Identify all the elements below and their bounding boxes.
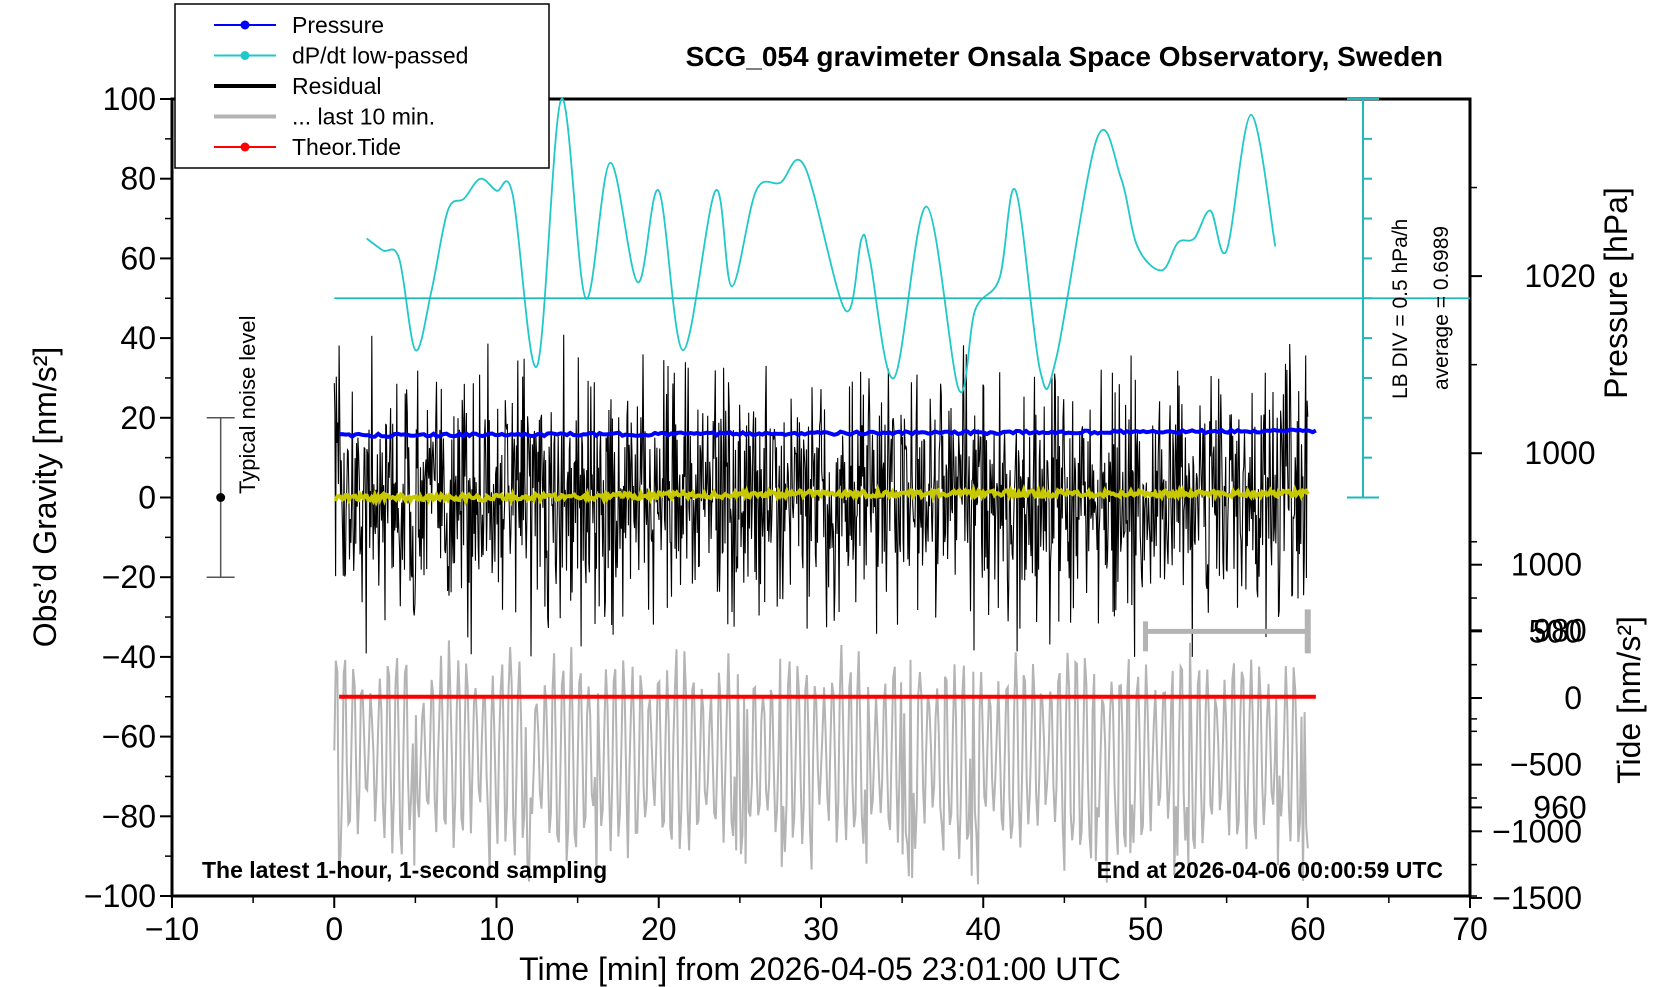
axes: −10 0 10 20 30 40 50 60 70−100−80−60−40−20020406…	[84, 81, 1596, 947]
pressure-series	[338, 427, 1317, 440]
y-tick-label: 20	[120, 400, 156, 436]
dpdt-line	[366, 98, 1277, 394]
y-axis-gravity-label: Obs’d Gravity [nm/s²]	[27, 347, 63, 648]
y-tick-label: 100	[103, 81, 156, 117]
y-tick-label: 80	[120, 161, 156, 197]
legend-label: Residual	[292, 73, 382, 99]
tide-tick-label: −1000	[1492, 813, 1582, 849]
latest-hour-annotation: The latest 1-hour, 1-second sampling	[202, 857, 607, 883]
tide-tick-label: 500	[1529, 613, 1582, 649]
noise-level-bar	[206, 417, 235, 578]
tide-tick-label: −500	[1510, 747, 1582, 783]
y-tick-label: −20	[102, 559, 156, 595]
last-10-min-series	[333, 640, 1309, 885]
pressure-tick-label: 1000	[1524, 435, 1595, 471]
y-tick-label: 60	[120, 240, 156, 276]
noise-level-label: Typical noise level	[235, 315, 260, 494]
x-tick-label: 10	[479, 911, 515, 947]
legend-swatch-marker	[240, 51, 250, 60]
y-tick-label: −100	[84, 878, 156, 914]
legend-label: dP/dt low-passed	[292, 43, 468, 69]
legend-label: Theor.Tide	[292, 134, 401, 160]
last-10-min-line	[333, 640, 1309, 885]
y-tick-label: −80	[102, 798, 156, 834]
y-tick-label: 0	[138, 480, 156, 516]
legend-swatch-marker	[240, 142, 250, 152]
x-tick-label: 50	[1128, 911, 1164, 947]
dpdt-series	[334, 98, 1470, 394]
x-tick-label: 60	[1290, 911, 1326, 947]
x-tick-label: 30	[803, 911, 839, 947]
y-axis-pressure-label: Pressure [hPa]	[1598, 187, 1634, 399]
legend: Pressure dP/dt low-passed Residual ... last…	[174, 3, 550, 169]
pressure-tick-label: 960	[1533, 789, 1586, 825]
residual-lowpass-series	[334, 483, 1310, 507]
tide-scale-bar	[1143, 609, 1311, 654]
pressure-tick-label: 1020	[1524, 258, 1595, 294]
legend-label: Pressure	[292, 12, 384, 38]
x-tick-label: 0	[325, 911, 343, 947]
residual-lowpass-line	[334, 483, 1310, 507]
pressure-tick-label: 980	[1533, 612, 1586, 648]
residual-series	[333, 334, 1309, 657]
y-axis-tide-label: Tide [nm/s²]	[1611, 616, 1647, 784]
noise-bar-center-dot	[216, 493, 226, 502]
tide-tick-label: −1500	[1492, 880, 1582, 916]
y-tick-label: −60	[102, 719, 156, 755]
tide-tick-label: 1000	[1511, 547, 1582, 583]
y-tick-label: 40	[120, 320, 156, 356]
dpdt-scale-label: LB DIV = 0.5 hPa/h	[1389, 219, 1412, 399]
tide-tick-label: 0	[1564, 680, 1582, 716]
end-time-annotation: End at 2026-04-06 00:00:59 UTC	[1097, 857, 1443, 883]
dpdt-average-label: average = 0.6989	[1430, 226, 1453, 390]
residual-line	[333, 334, 1309, 657]
x-tick-label: −10	[145, 911, 199, 947]
y-tick-label: −40	[102, 639, 156, 675]
legend-swatch-marker	[240, 20, 250, 30]
x-tick-label: 20	[641, 911, 677, 947]
pressure-line	[338, 427, 1317, 440]
x-tick-label: 40	[965, 911, 1001, 947]
x-tick-label: 70	[1452, 911, 1488, 947]
x-axis-label: Time [min] from 2026-04-05 23:01:00 UTC	[519, 951, 1121, 987]
dpdt-scale-bar	[1347, 98, 1379, 499]
legend-label: ... last 10 min.	[292, 104, 435, 130]
chart-title: SCG_054 gravimeter Onsala Space Observat…	[686, 41, 1443, 72]
